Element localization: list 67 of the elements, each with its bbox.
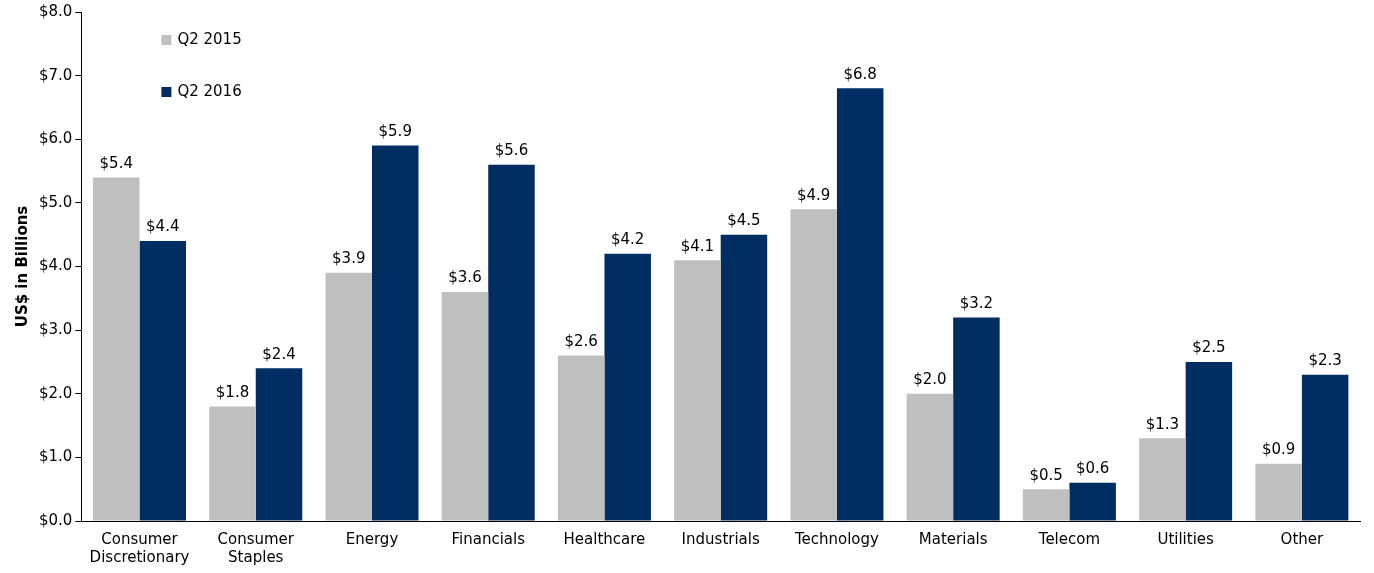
y-tick-label: $3.0 — [38, 320, 73, 339]
data-label: $5.4 — [99, 153, 133, 172]
data-label: $4.1 — [680, 236, 715, 255]
data-label: $4.5 — [727, 211, 761, 230]
bar — [255, 368, 303, 521]
data-label: $6.8 — [843, 64, 877, 83]
data-label: $2.6 — [564, 331, 598, 350]
bar — [1301, 374, 1349, 521]
x-tick-label: Utilities — [1157, 529, 1215, 548]
bar — [604, 253, 651, 521]
data-label: $4.9 — [796, 185, 831, 204]
data-label: $0.6 — [1075, 459, 1110, 478]
bar — [1022, 489, 1070, 521]
x-tick-label: Technology — [793, 529, 880, 548]
bar — [209, 406, 256, 521]
y-tick-label: $1.0 — [38, 447, 73, 466]
x-tick-label: Healthcare — [563, 529, 646, 548]
bar — [139, 241, 187, 521]
bar — [790, 209, 837, 521]
bar — [1185, 361, 1233, 521]
bar — [720, 234, 768, 521]
data-label: $2.0 — [913, 370, 947, 389]
x-tick-label: Telecom — [1037, 529, 1101, 548]
data-label: $3.9 — [332, 249, 366, 268]
data-label: $3.6 — [448, 268, 482, 287]
bar — [836, 88, 884, 521]
data-label: $4.4 — [146, 217, 180, 236]
bar — [488, 164, 535, 521]
x-tick-label: Consumer Staples — [217, 529, 295, 566]
data-label: $1.3 — [1145, 414, 1180, 433]
data-label: $5.6 — [494, 141, 529, 160]
legend-label: Q2 2016 — [177, 81, 242, 100]
bar — [906, 393, 954, 521]
data-label: $2.5 — [1192, 338, 1226, 357]
x-tick-label: Financials — [451, 529, 526, 548]
y-tick-label: $7.0 — [38, 65, 73, 84]
legend-label: Q2 2015 — [177, 29, 242, 48]
x-tick-label: Energy — [345, 529, 399, 548]
bar — [441, 291, 489, 521]
data-label: $0.5 — [1029, 465, 1063, 484]
data-label: $3.2 — [959, 293, 994, 312]
bar — [1139, 438, 1186, 521]
bar — [557, 355, 605, 521]
y-tick-label: $8.0 — [38, 1, 73, 20]
bar — [674, 260, 721, 521]
y-axis-title: US$ in Billions — [12, 205, 31, 328]
y-tick-label: $4.0 — [38, 256, 73, 275]
bar — [1069, 482, 1116, 521]
x-tick-label: Materials — [918, 529, 988, 548]
bar — [953, 317, 1000, 521]
data-label: $0.9 — [1261, 440, 1296, 459]
data-label: $1.8 — [215, 382, 250, 401]
y-tick-label: $5.0 — [38, 192, 73, 211]
y-tick-label: $2.0 — [38, 383, 73, 402]
bar — [371, 145, 419, 521]
x-tick-label: Other — [1280, 529, 1325, 548]
x-tick-label: Consumer Discretionary — [89, 529, 190, 566]
y-tick-label: $0.0 — [38, 510, 73, 529]
bar — [93, 177, 140, 521]
data-label: $5.9 — [378, 122, 412, 140]
data-label: $2.3 — [1308, 351, 1342, 370]
data-label: $4.2 — [611, 230, 645, 249]
bar — [1255, 463, 1302, 521]
y-tick-label: $6.0 — [38, 129, 73, 148]
data-label: $2.4 — [262, 344, 296, 363]
x-tick-label: Industrials — [681, 529, 760, 548]
bar — [325, 272, 372, 521]
